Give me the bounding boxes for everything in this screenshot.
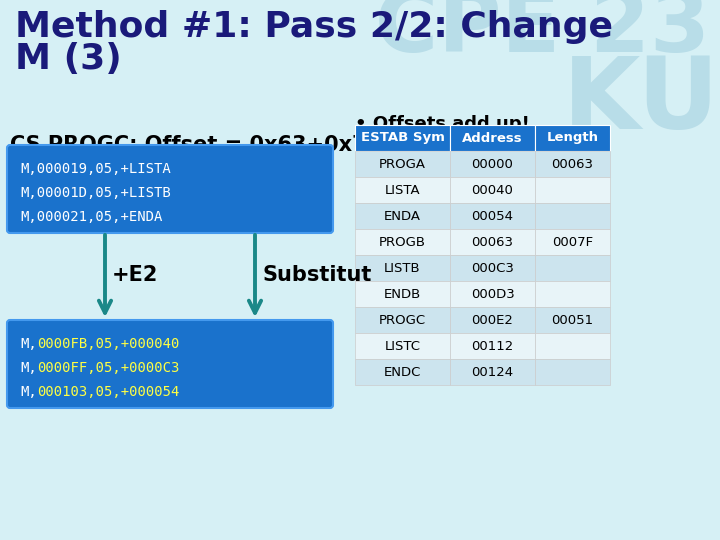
Text: KU: KU: [563, 53, 720, 150]
Text: ENDC: ENDC: [384, 366, 421, 379]
Text: 000D3: 000D3: [471, 287, 514, 300]
Text: 00063: 00063: [552, 158, 593, 171]
Bar: [355, 151, 450, 177]
Text: M,: M,: [20, 385, 37, 399]
Text: Substitut: Substitut: [262, 265, 372, 285]
Text: 000C3: 000C3: [471, 261, 514, 274]
Text: 0000FB,05,+000040: 0000FB,05,+000040: [37, 337, 179, 351]
Bar: [535, 307, 610, 333]
Text: M,00001D,05,+LISTB: M,00001D,05,+LISTB: [20, 186, 171, 200]
Text: 00000: 00000: [472, 158, 513, 171]
Bar: [535, 203, 610, 229]
Bar: [535, 151, 610, 177]
Bar: [355, 177, 450, 203]
FancyBboxPatch shape: [7, 145, 333, 233]
Bar: [450, 255, 535, 281]
Bar: [535, 359, 610, 385]
Text: 00054: 00054: [472, 210, 513, 222]
Text: ENDB: ENDB: [384, 287, 421, 300]
Bar: [355, 359, 450, 385]
Bar: [535, 125, 610, 151]
Text: LISTB: LISTB: [384, 261, 420, 274]
Bar: [450, 359, 535, 385]
Text: LISTC: LISTC: [384, 340, 420, 353]
Bar: [450, 203, 535, 229]
Text: LISTA: LISTA: [384, 184, 420, 197]
Text: PROGC: PROGC: [379, 314, 426, 327]
Bar: [535, 333, 610, 359]
Text: 000103,05,+000054: 000103,05,+000054: [37, 385, 179, 399]
FancyBboxPatch shape: [7, 320, 333, 408]
Bar: [355, 281, 450, 307]
Text: +E2: +E2: [112, 265, 158, 285]
Text: 0000FF,05,+0000C3: 0000FF,05,+0000C3: [37, 361, 179, 375]
Bar: [535, 177, 610, 203]
Text: 00040: 00040: [472, 184, 513, 197]
Bar: [450, 307, 535, 333]
Text: CS PROGC: Offset = 0x63+0x7F: CS PROGC: Offset = 0x63+0x7F: [10, 135, 381, 155]
Bar: [450, 281, 535, 307]
Text: PROGB: PROGB: [379, 235, 426, 248]
Text: 000E2: 000E2: [472, 314, 513, 327]
Bar: [450, 125, 535, 151]
Bar: [355, 333, 450, 359]
Text: PROGA: PROGA: [379, 158, 426, 171]
Text: ESTAB Sym: ESTAB Sym: [361, 132, 444, 145]
Bar: [450, 177, 535, 203]
Text: ENDA: ENDA: [384, 210, 421, 222]
Text: 00051: 00051: [552, 314, 593, 327]
Text: 00124: 00124: [472, 366, 513, 379]
Text: M,000021,05,+ENDA: M,000021,05,+ENDA: [20, 210, 163, 224]
Text: Length: Length: [546, 132, 598, 145]
Text: M,000019,05,+LISTA: M,000019,05,+LISTA: [20, 162, 171, 176]
Text: Method #1: Pass 2/2: Change: Method #1: Pass 2/2: Change: [15, 10, 613, 44]
Bar: [535, 281, 610, 307]
Bar: [355, 229, 450, 255]
Bar: [535, 255, 610, 281]
Bar: [450, 151, 535, 177]
Bar: [355, 307, 450, 333]
Bar: [450, 333, 535, 359]
Text: Address: Address: [462, 132, 523, 145]
Bar: [535, 229, 610, 255]
Text: M (3): M (3): [15, 42, 122, 76]
Text: M,: M,: [20, 361, 37, 375]
Text: M,: M,: [20, 337, 37, 351]
Text: 00112: 00112: [472, 340, 513, 353]
Text: CPE 23: CPE 23: [375, 0, 710, 70]
Bar: [450, 229, 535, 255]
Text: • Offsets add up!: • Offsets add up!: [355, 115, 530, 133]
Bar: [355, 203, 450, 229]
Bar: [355, 125, 450, 151]
Text: 00063: 00063: [472, 235, 513, 248]
Bar: [355, 255, 450, 281]
Text: 0007F: 0007F: [552, 235, 593, 248]
